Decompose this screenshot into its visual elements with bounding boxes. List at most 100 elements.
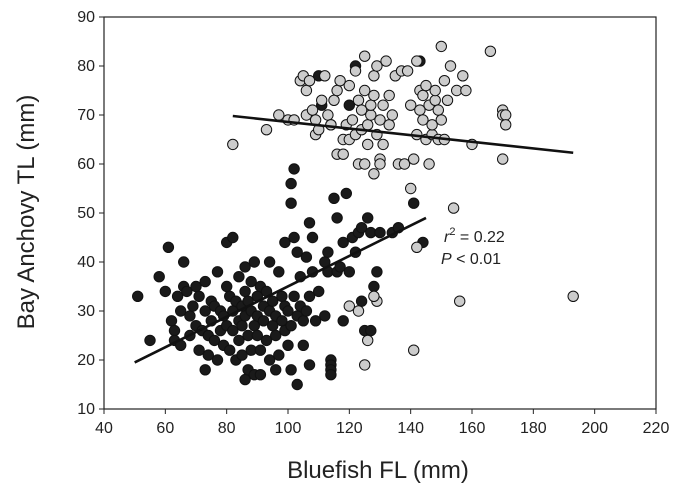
point-light <box>359 359 371 371</box>
point-dark <box>199 364 211 376</box>
point-light <box>426 119 438 131</box>
point-light <box>260 124 273 136</box>
point-light <box>334 75 346 87</box>
trendline-1 <box>134 216 427 364</box>
y-tick-label: 40 <box>77 254 95 271</box>
point-light <box>500 119 512 131</box>
point-light <box>359 50 371 62</box>
point-dark <box>285 197 297 209</box>
x-tick-label: 60 <box>156 420 174 437</box>
x-tick-label: 220 <box>643 420 670 437</box>
point-dark <box>365 324 377 337</box>
point-dark <box>211 354 224 366</box>
point-dark <box>276 315 288 327</box>
point-dark <box>291 378 303 391</box>
point-light <box>386 109 398 121</box>
point-dark <box>208 334 221 347</box>
point-dark <box>282 339 294 351</box>
data-points <box>132 40 579 391</box>
x-tick-label: 160 <box>459 420 486 437</box>
point-light <box>352 305 365 317</box>
point-light <box>362 119 374 131</box>
point-dark <box>285 320 297 332</box>
point-dark <box>245 275 257 288</box>
point-dark <box>171 290 184 302</box>
point-light <box>319 70 331 82</box>
point-light <box>365 99 377 111</box>
point-light <box>337 148 349 160</box>
p-value-annotation: P < 0.01 <box>441 251 501 268</box>
point-light <box>352 94 365 107</box>
x-tick-label: 80 <box>218 420 236 437</box>
point-light <box>346 114 359 126</box>
point-dark <box>309 315 322 327</box>
point-light <box>414 104 426 116</box>
point-light <box>343 79 355 92</box>
point-light <box>365 109 377 121</box>
point-light <box>306 104 319 116</box>
point-dark <box>288 290 300 302</box>
point-light <box>349 65 362 77</box>
annotation: r2 = 0.22 P < 0.01 <box>441 226 505 268</box>
point-dark <box>300 251 313 263</box>
point-light <box>303 75 316 87</box>
point-dark <box>233 271 245 283</box>
point-light <box>359 84 371 97</box>
point-dark <box>325 369 337 381</box>
point-dark <box>162 241 175 254</box>
point-light <box>374 158 386 170</box>
point-light <box>429 94 441 107</box>
point-light <box>408 153 420 165</box>
point-dark <box>297 339 309 351</box>
point-dark <box>270 329 282 342</box>
point-dark <box>267 320 279 332</box>
point-dark <box>190 280 202 293</box>
x-tick-label: 120 <box>336 420 363 437</box>
point-dark <box>355 222 368 234</box>
point-light <box>444 60 457 72</box>
point-light <box>368 70 380 82</box>
point-dark <box>248 256 261 268</box>
point-dark <box>285 177 297 190</box>
point-light <box>355 104 368 116</box>
point-dark <box>297 315 309 327</box>
point-light <box>359 158 371 170</box>
point-dark <box>279 236 291 249</box>
point-light <box>383 89 395 102</box>
point-dark <box>254 344 267 356</box>
point-light <box>328 94 340 107</box>
point-dark <box>282 305 294 317</box>
point-light <box>383 119 395 131</box>
point-dark <box>343 266 355 278</box>
point-dark <box>227 231 239 244</box>
point-dark <box>224 344 236 356</box>
point-dark <box>239 261 251 273</box>
point-dark <box>273 349 285 361</box>
point-dark <box>303 217 316 229</box>
point-dark <box>248 320 261 332</box>
trendlines <box>134 114 574 364</box>
point-dark <box>313 285 325 298</box>
point-light <box>368 290 380 302</box>
point-light <box>411 241 423 254</box>
point-dark <box>211 266 224 278</box>
point-light <box>497 153 509 165</box>
y-tick-label: 80 <box>77 58 95 75</box>
trendline-2 <box>232 114 574 155</box>
point-dark <box>202 349 215 361</box>
point-dark <box>227 324 239 337</box>
point-dark <box>236 349 248 361</box>
point-light <box>325 119 337 131</box>
point-dark <box>178 256 190 268</box>
point-dark <box>260 334 273 347</box>
point-dark <box>303 359 316 371</box>
point-light <box>377 99 389 111</box>
point-light <box>435 40 447 53</box>
point-light <box>432 104 444 116</box>
x-axis-title: Bluefish FL (mm) <box>287 457 469 484</box>
point-light <box>362 334 374 347</box>
axes: 40 60 80 100 120 140 160 180 200 220 10 20 30 40 50 60 7… <box>77 9 669 437</box>
point-dark <box>371 266 383 278</box>
point-dark <box>251 329 263 342</box>
